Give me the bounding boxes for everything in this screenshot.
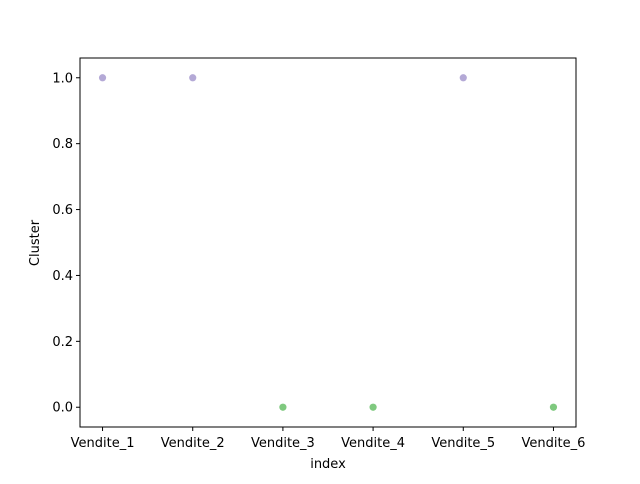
x-tick-label: Vendite_3 xyxy=(251,436,315,451)
y-axis-ticks: 0.0 0.2 0.4 0.6 0.8 1.0 xyxy=(52,71,80,416)
y-tick-label: 0.8 xyxy=(52,137,73,152)
data-point-vendite-5 xyxy=(459,74,467,82)
x-tick-label: Vendite_4 xyxy=(341,436,405,451)
x-tick-label: Vendite_1 xyxy=(71,436,135,451)
x-axis-label: index xyxy=(310,457,346,472)
data-point-vendite-6 xyxy=(549,403,558,411)
data-point-vendite-4 xyxy=(369,403,377,411)
data-points xyxy=(98,74,558,411)
y-axis-label: Cluster xyxy=(28,219,43,266)
data-point-vendite-3 xyxy=(279,403,287,411)
x-tick-label: Vendite_5 xyxy=(431,436,495,451)
y-tick-label: 0.6 xyxy=(52,203,73,218)
y-tick-label: 0.0 xyxy=(52,401,73,416)
y-tick-label: 0.2 xyxy=(52,335,73,350)
data-point-vendite-1 xyxy=(98,74,107,82)
x-tick-label: Vendite_2 xyxy=(161,436,225,451)
x-tick-label: Vendite_6 xyxy=(522,436,586,451)
plot-area xyxy=(79,57,577,428)
y-tick-label: 0.4 xyxy=(52,269,73,284)
x-axis-ticks: Vendite_1 Vendite_2 Vendite_3 Vendite_4 Vend… xyxy=(71,427,586,451)
data-point-vendite-2 xyxy=(189,74,197,82)
y-tick-label: 1.0 xyxy=(52,71,73,86)
